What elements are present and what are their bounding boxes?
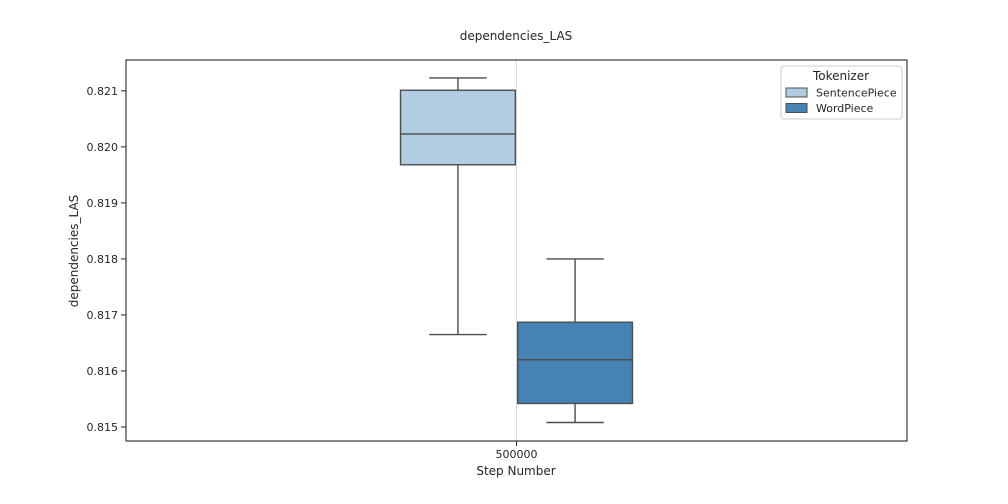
y-tick-label: 0.819 bbox=[87, 197, 119, 210]
chart-title: dependencies_LAS bbox=[460, 29, 573, 43]
plot-frame bbox=[125, 59, 908, 442]
legend-frame bbox=[780, 65, 903, 120]
y-tick-label: 0.815 bbox=[87, 421, 119, 434]
legend-items: SentencePiece WordPiece bbox=[785, 87, 897, 115]
legend: Tokenizer SentencePiece WordPiece bbox=[780, 65, 903, 120]
y-axis: 0.815 0.816 0.817 0.818 0.819 0.820 0.821 bbox=[87, 85, 126, 434]
legend-title: Tokenizer bbox=[812, 69, 869, 83]
box-plots bbox=[399, 77, 634, 424]
y-tick-label: 0.816 bbox=[87, 365, 119, 378]
x-axis: 500000 bbox=[496, 441, 538, 461]
y-axis-label: dependencies_LAS bbox=[67, 195, 81, 308]
legend-label: SentencePiece bbox=[816, 87, 897, 100]
x-tick-label: 500000 bbox=[496, 448, 538, 461]
y-tick-label: 0.821 bbox=[87, 85, 119, 98]
iqr-box bbox=[516, 321, 634, 405]
box-sentencepiece bbox=[399, 77, 517, 336]
legend-label: WordPiece bbox=[816, 102, 874, 115]
iqr-box bbox=[399, 89, 517, 166]
y-tick-label: 0.817 bbox=[87, 309, 119, 322]
box-wordpiece bbox=[516, 258, 634, 424]
y-tick-label: 0.818 bbox=[87, 253, 119, 266]
legend-swatch bbox=[785, 103, 808, 113]
x-axis-label: Step Number bbox=[476, 464, 555, 478]
y-tick-label: 0.820 bbox=[87, 141, 119, 154]
legend-swatch bbox=[785, 87, 808, 98]
